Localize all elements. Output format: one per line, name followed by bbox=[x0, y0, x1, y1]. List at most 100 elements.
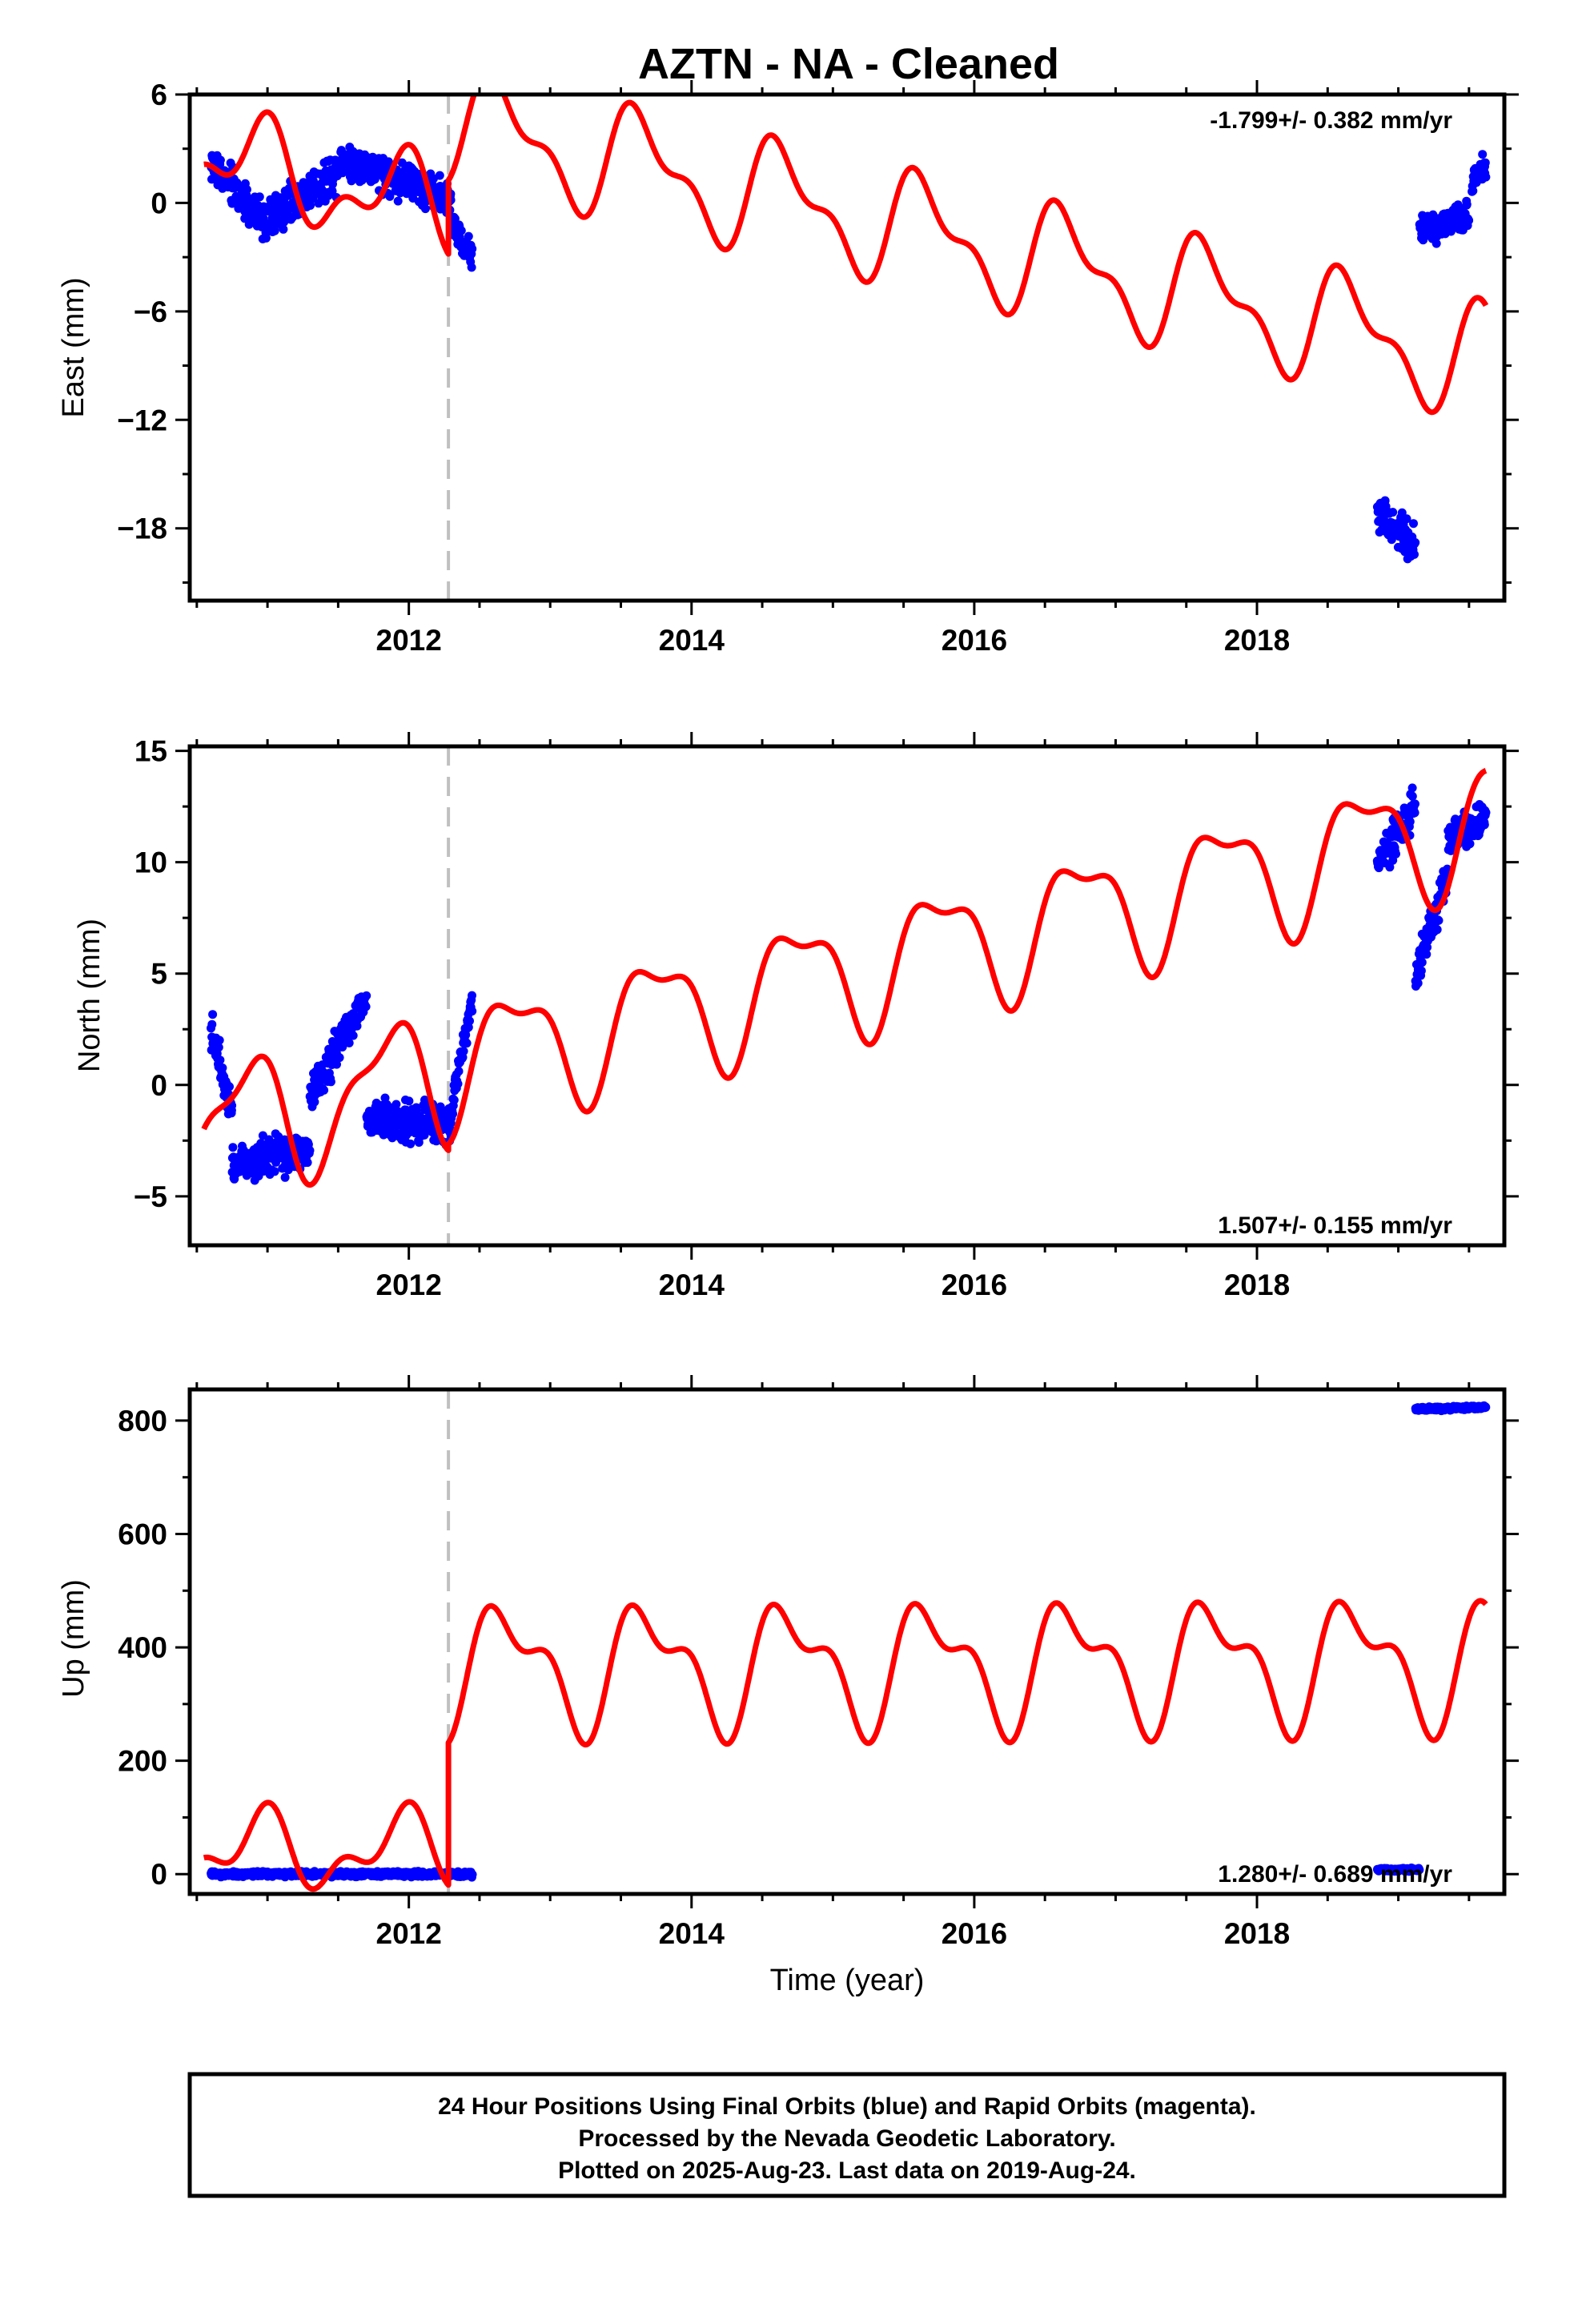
east-marks bbox=[202, 94, 1491, 601]
up-x-ticks bbox=[195, 1375, 1471, 1908]
north-data-point bbox=[335, 1053, 344, 1063]
east-data-point bbox=[397, 158, 407, 167]
east-x-tick-label: 2012 bbox=[376, 624, 442, 657]
north-data-point bbox=[310, 1097, 319, 1107]
north-data-point bbox=[1405, 817, 1415, 826]
up-x-tick-label: 2012 bbox=[376, 1917, 442, 1950]
up-panel: 2012 2014 2016 2018 0 200 400 600 800 1.280+/- 0… bbox=[57, 1375, 1519, 1950]
north-data-point bbox=[225, 1082, 234, 1092]
north-data-point bbox=[462, 1039, 472, 1048]
north-data-point bbox=[1432, 925, 1442, 935]
east-data-point bbox=[283, 191, 292, 200]
north-x-tick-label: 2018 bbox=[1224, 1269, 1290, 1301]
north-data-point bbox=[326, 1077, 335, 1087]
east-y-tick-label: −18 bbox=[117, 513, 167, 545]
east-x-tick-label: 2018 bbox=[1224, 624, 1290, 657]
east-data-point bbox=[1431, 239, 1441, 248]
east-frame bbox=[187, 92, 1507, 603]
east-data-point bbox=[1388, 508, 1398, 517]
north-data-point bbox=[468, 991, 476, 1000]
north-data-point bbox=[215, 1035, 224, 1045]
north-x-tick-label: 2012 bbox=[376, 1269, 442, 1301]
north-data-point bbox=[208, 1010, 218, 1019]
east-data-point bbox=[1480, 158, 1490, 167]
north-data-point bbox=[391, 1100, 401, 1109]
north-data-point bbox=[1481, 808, 1491, 818]
up-y-tick-label: 200 bbox=[118, 1745, 167, 1778]
north-data-point bbox=[1385, 862, 1395, 872]
up-y-tick-label: 0 bbox=[151, 1858, 167, 1891]
north-data-point bbox=[404, 1096, 414, 1106]
north-data-point bbox=[406, 1139, 416, 1148]
up-plot-area bbox=[202, 1389, 1491, 1894]
north-data-point bbox=[362, 991, 371, 1000]
footer-line-2: Processed by the Nevada Geodetic Laborat… bbox=[578, 2125, 1115, 2152]
north-data-point bbox=[1480, 820, 1489, 830]
east-data-point bbox=[464, 231, 473, 241]
east-data-point bbox=[467, 263, 476, 272]
east-data-point bbox=[420, 204, 430, 214]
north-data-point bbox=[361, 1002, 371, 1011]
north-data-point bbox=[1417, 958, 1427, 967]
north-data-point bbox=[448, 1109, 458, 1119]
up-rate-label: 1.280+/- 0.689 mm/yr bbox=[1218, 1861, 1452, 1888]
north-data-point bbox=[319, 1085, 329, 1095]
north-data-point bbox=[1410, 808, 1419, 818]
north-data-point bbox=[264, 1135, 274, 1144]
north-panel: 2012 2014 2016 2018 −5 0 5 10 15 1.507+/- 0.155 … bbox=[73, 732, 1519, 1301]
east-data-point bbox=[327, 187, 337, 196]
up-x-tick-label: 2016 bbox=[942, 1917, 1007, 1950]
north-data-point bbox=[1416, 966, 1426, 975]
north-data-point bbox=[207, 1019, 217, 1029]
north-y-tick-label: 0 bbox=[151, 1069, 167, 1102]
north-data-point bbox=[1422, 950, 1431, 959]
east-data-point bbox=[468, 244, 477, 254]
east-y-tick-label: 0 bbox=[151, 187, 167, 219]
east-point-cluster bbox=[334, 143, 456, 217]
east-axes: 2012 2014 2016 2018 −18 −12 −6 0 6 bbox=[117, 78, 1519, 657]
up-y-tick-label: 800 bbox=[118, 1405, 167, 1437]
north-data-point bbox=[1423, 943, 1432, 952]
x-axis-label: Time (year) bbox=[770, 1964, 925, 1997]
east-y-tick-label: −6 bbox=[134, 296, 167, 328]
north-point-cluster bbox=[1443, 800, 1491, 855]
up-y-tick-label: 600 bbox=[118, 1518, 167, 1551]
north-data-point bbox=[1411, 799, 1419, 809]
up-point-cluster bbox=[1411, 1401, 1491, 1416]
north-data-point bbox=[1407, 783, 1417, 793]
north-y-tick-label: 10 bbox=[135, 846, 167, 879]
east-point-cluster bbox=[1468, 150, 1491, 196]
north-data-point bbox=[454, 1067, 464, 1076]
east-data-point bbox=[1411, 538, 1420, 547]
east-y-tick-label: 6 bbox=[151, 78, 167, 111]
north-marks bbox=[201, 746, 1491, 1245]
north-model-curve bbox=[201, 768, 1488, 1188]
north-point-cluster bbox=[447, 991, 477, 1123]
east-x-tick-label: 2014 bbox=[659, 624, 725, 657]
east-data-point bbox=[1478, 150, 1488, 159]
east-x-ticks bbox=[195, 80, 1471, 615]
north-y-tick-label: 15 bbox=[135, 735, 167, 768]
north-data-point bbox=[468, 1007, 477, 1016]
east-x-tick-label: 2016 bbox=[942, 624, 1007, 657]
north-plot-area bbox=[201, 746, 1491, 1245]
east-data-point bbox=[435, 171, 444, 180]
north-data-point bbox=[1391, 849, 1400, 858]
up-data-point bbox=[1481, 1402, 1491, 1412]
east-data-point bbox=[1464, 215, 1474, 225]
east-data-point bbox=[314, 199, 323, 208]
east-data-point bbox=[1402, 514, 1411, 524]
north-data-point bbox=[303, 1158, 312, 1168]
north-data-point bbox=[449, 1096, 459, 1105]
up-point-cluster bbox=[1373, 1864, 1424, 1876]
east-y-axis-label: East (mm) bbox=[57, 277, 90, 417]
east-panel: 2012 2014 2016 2018 −18 −12 −6 0 6 -1.799+/- 0.3… bbox=[57, 78, 1519, 657]
north-data-point bbox=[453, 1079, 463, 1088]
north-axes: 2012 2014 2016 2018 −5 0 5 10 15 bbox=[134, 732, 1519, 1301]
east-data-point bbox=[1462, 199, 1472, 209]
footer-line-3: Plotted on 2025-Aug-23. Last data on 201… bbox=[558, 2157, 1136, 2184]
east-point-cluster bbox=[1372, 496, 1420, 564]
north-data-point bbox=[332, 1059, 341, 1069]
north-data-point bbox=[215, 1055, 225, 1065]
